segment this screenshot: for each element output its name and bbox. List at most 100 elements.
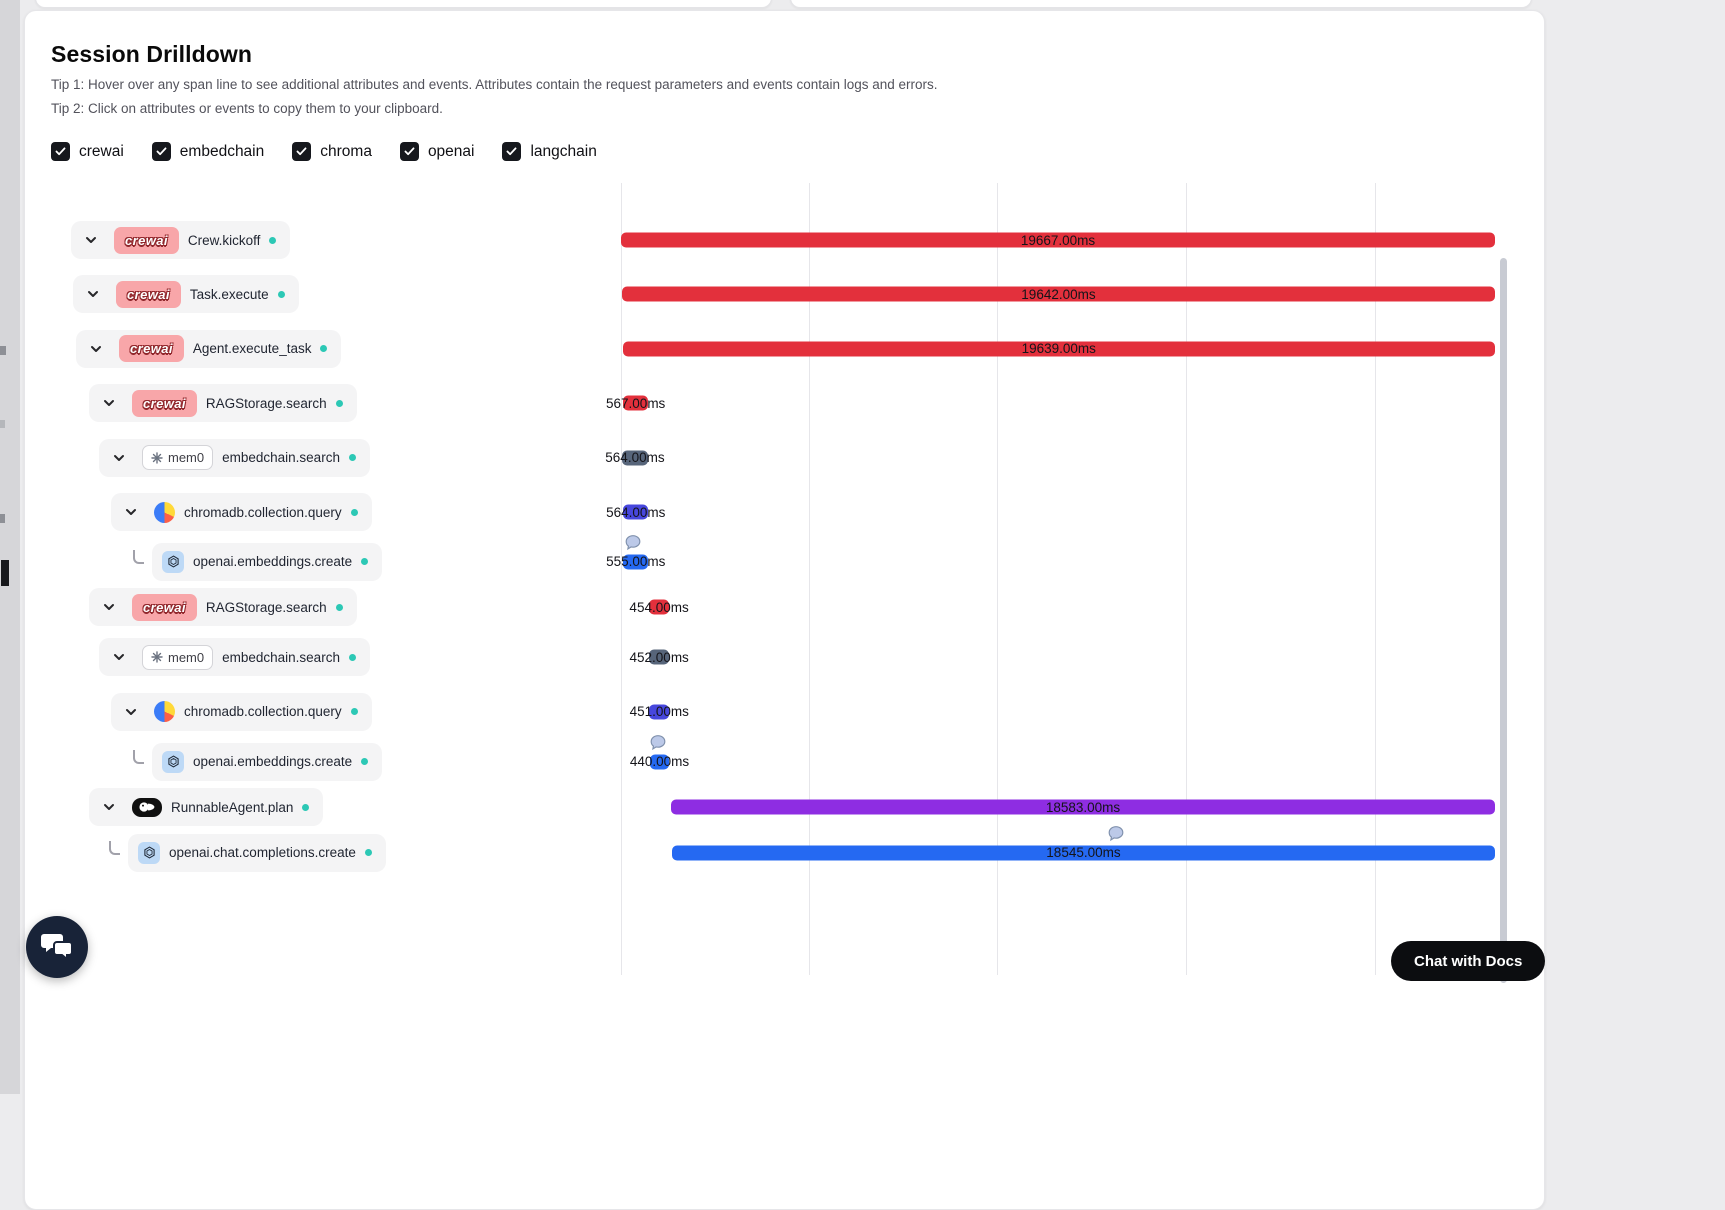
span-duration-bar[interactable]: 19667.00ms	[621, 232, 1495, 248]
span-pill[interactable]: chromadb.collection.query	[111, 493, 372, 531]
status-dot	[302, 803, 310, 811]
chevron-down-icon[interactable]	[95, 595, 123, 619]
status-dot	[320, 345, 328, 352]
chevron-down-icon[interactable]	[105, 446, 133, 470]
event-bubble-icon[interactable]	[650, 734, 667, 751]
span-pill[interactable]: openai.embeddings.create	[152, 542, 383, 581]
filter-label: embedchain	[179, 142, 265, 160]
span-pill[interactable]: openai.chat.completions.create	[128, 833, 386, 872]
chevron-down-icon[interactable]	[105, 645, 133, 669]
chevron-down-icon[interactable]	[77, 228, 105, 252]
span-label-cell: RunnableAgent.plan	[51, 788, 621, 826]
span-pill[interactable]: crewai Crew.kickoff	[71, 221, 291, 259]
chart-vertical-scrollbar[interactable]	[1500, 258, 1507, 983]
checkbox-checked-icon[interactable]	[502, 142, 522, 161]
span-label-cell: openai.chat.completions.create	[51, 833, 621, 872]
gutter-artifact	[1, 560, 9, 586]
span-duration-bar[interactable]: 451.00ms	[630, 704, 689, 719]
span-label-cell: chromadb.collection.query	[51, 692, 621, 731]
mem0-asterisk-icon	[151, 451, 163, 464]
trace-row: chromadb.collection.query 564.00ms	[51, 485, 1518, 539]
trace-row: mem0 embedchain.search 452.00ms	[51, 630, 1518, 684]
status-dot	[361, 758, 369, 765]
checkbox-checked-icon[interactable]	[292, 142, 312, 161]
tip-1: Tip 1: Hover over any span line to see a…	[51, 77, 938, 92]
span-duration-bar[interactable]: 564.00ms	[605, 450, 665, 465]
chevron-down-icon[interactable]	[117, 700, 145, 724]
span-label-cell: mem0 embedchain.search	[51, 638, 621, 676]
span-pill[interactable]: openai.embeddings.create	[152, 742, 383, 781]
chevron-down-icon[interactable]	[95, 391, 123, 415]
duration-label: 19642.00ms	[1021, 286, 1096, 302]
langchain-parrot-icon	[132, 797, 162, 817]
chevron-down-icon[interactable]	[95, 795, 123, 819]
timeline-cell: 18583.00ms	[621, 784, 1509, 830]
tree-connector	[133, 549, 144, 564]
filter-chroma[interactable]: chroma	[292, 142, 372, 161]
status-dot	[361, 558, 369, 565]
span-duration-bar[interactable]: 564.00ms	[606, 504, 665, 520]
span-pill[interactable]: chromadb.collection.query	[111, 692, 372, 731]
checkbox-checked-icon[interactable]	[151, 142, 171, 161]
span-duration-bar[interactable]: 555.00ms	[606, 554, 665, 569]
tip-2: Tip 2: Click on attributes or events to …	[51, 101, 443, 116]
trace-rows: crewai Crew.kickoff 19667.00ms crewai Task.e…	[51, 183, 1518, 875]
span-duration-bar[interactable]: 567.00ms	[606, 395, 665, 411]
duration-label: 555.00ms	[606, 554, 666, 569]
span-name: Crew.kickoff	[187, 232, 261, 248]
status-dot	[348, 653, 356, 661]
span-duration-bar[interactable]: 452.00ms	[630, 649, 689, 665]
span-pill[interactable]: crewai Agent.execute_task	[76, 329, 342, 368]
span-duration-bar[interactable]: 18545.00ms	[671, 845, 1495, 860]
span-duration-bar[interactable]: 19639.00ms	[622, 341, 1495, 356]
filter-langchain[interactable]: langchain	[502, 142, 597, 161]
span-duration-bar[interactable]: 19642.00ms	[621, 286, 1495, 302]
span-duration-bar[interactable]: 440.00ms	[630, 754, 689, 769]
span-label-cell: crewai Agent.execute_task	[51, 329, 621, 368]
checkbox-checked-icon[interactable]	[51, 142, 70, 161]
span-name: chromadb.collection.query	[184, 704, 342, 719]
span-pill[interactable]: crewai Task.execute	[73, 275, 299, 313]
checkbox-checked-icon[interactable]	[399, 142, 419, 161]
span-pill[interactable]: crewai RAGStorage.search	[89, 384, 357, 422]
chevron-down-icon[interactable]	[82, 337, 110, 361]
span-pill[interactable]: mem0 embedchain.search	[99, 638, 370, 676]
provider-filter-bar: crewai embedchain chroma openai langchain	[51, 142, 1518, 161]
tree-connector	[133, 749, 144, 764]
trace-row: crewai Task.execute 19642.00ms	[51, 267, 1518, 321]
span-pill[interactable]: RunnableAgent.plan	[89, 788, 324, 826]
chat-with-docs-button[interactable]: Chat with Docs	[1391, 941, 1546, 981]
tree-connector	[109, 840, 120, 855]
filter-embedchain[interactable]: embedchain	[151, 142, 265, 161]
span-pill[interactable]: mem0 embedchain.search	[99, 438, 370, 477]
trace-row: crewai RAGStorage.search 454.00ms	[51, 584, 1518, 630]
openai-icon	[138, 841, 160, 864]
filter-openai[interactable]: openai	[399, 142, 474, 161]
duration-label: 454.00ms	[629, 599, 689, 615]
crewai-logo-badge: crewai	[116, 280, 181, 308]
timeline-cell: 440.00ms	[621, 735, 1509, 784]
trace-row: crewai RAGStorage.search 567.00ms	[51, 376, 1518, 430]
timeline-cell: 564.00ms	[606, 485, 1509, 539]
chevron-down-icon[interactable]	[79, 282, 107, 306]
span-duration-bar[interactable]: 454.00ms	[629, 599, 689, 615]
duration-label: 18583.00ms	[1045, 799, 1121, 815]
duration-label: 19667.00ms	[1020, 232, 1096, 248]
span-label-cell: crewai Crew.kickoff	[51, 221, 621, 259]
chevron-down-icon[interactable]	[117, 500, 145, 524]
timeline-cell: 564.00ms	[605, 430, 1509, 485]
event-bubble-icon[interactable]	[624, 534, 641, 551]
event-bubble-icon[interactable]	[1107, 825, 1124, 842]
chroma-icon	[154, 501, 175, 523]
status-dot	[350, 708, 358, 715]
top-panel-right	[790, 0, 1532, 8]
status-dot	[350, 508, 358, 516]
duration-label: 564.00ms	[606, 504, 666, 520]
filter-crewai[interactable]: crewai	[51, 142, 124, 161]
span-duration-bar[interactable]: 18583.00ms	[670, 799, 1495, 815]
status-dot	[335, 603, 343, 611]
chat-widget-button[interactable]	[26, 916, 88, 978]
trace-row: RunnableAgent.plan 18583.00ms	[51, 784, 1518, 830]
duration-label: 451.00ms	[629, 704, 689, 719]
span-pill[interactable]: crewai RAGStorage.search	[89, 588, 357, 626]
